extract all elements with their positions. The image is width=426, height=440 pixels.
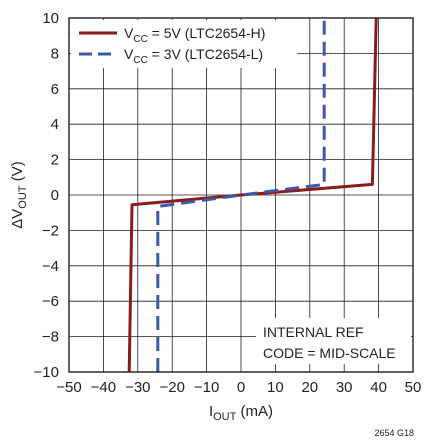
x-tick-label: 50: [405, 379, 422, 396]
x-tick-label: −20: [159, 379, 184, 396]
y-tick-label: 4: [51, 116, 59, 133]
y-tick-label: 0: [51, 187, 59, 204]
figure-id: 2654 G18: [374, 428, 414, 438]
y-axis-title: ΔVOUT (V): [9, 161, 29, 228]
plot-frame: [68, 17, 414, 373]
annotation-line-1: INTERNAL REF: [263, 324, 364, 340]
x-tick-label: 40: [370, 379, 387, 396]
x-tick-label: −30: [125, 379, 150, 396]
y-tick-label: −4: [42, 258, 59, 275]
x-tick-label: −50: [56, 379, 81, 396]
y-tick-label: 10: [42, 10, 59, 27]
legend-background: [71, 20, 297, 68]
legend-label-3v: VCC = 3V (LTC2654-L): [124, 46, 263, 66]
x-axis-title: IOUT (mA): [209, 403, 273, 423]
x-tick-label: 30: [336, 379, 353, 396]
annotation-background: [256, 318, 411, 364]
x-tick-label: 0: [237, 379, 245, 396]
y-tick-label: −8: [42, 329, 59, 346]
x-tick-label: 20: [301, 379, 318, 396]
x-tick-labels: −50 −40 −30 −20 −10 0 10 20 30 40 50: [56, 379, 421, 396]
legend: VCC = 5V (LTC2654-H) VCC = 3V (LTC2654-L…: [71, 20, 297, 68]
x-tick-label: −10: [194, 379, 219, 396]
series-line-5v: [127, 17, 378, 373]
x-tick-label: −40: [91, 379, 116, 396]
y-tick-label: −6: [42, 293, 59, 310]
y-tick-labels: −10 −8 −6 −4 −2 0 2 4 6 8 10: [34, 10, 59, 381]
y-tick-label: 2: [51, 152, 59, 169]
series-layer: [127, 17, 378, 373]
legend-label-5v: VCC = 5V (LTC2654-H): [124, 25, 265, 45]
series-line-3v: [156, 18, 326, 372]
annotation: INTERNAL REF CODE = MID-SCALE: [256, 318, 411, 364]
y-tick-label: −10: [34, 364, 59, 381]
x-tick-label: 10: [267, 379, 284, 396]
y-tick-label: 6: [51, 81, 59, 98]
annotation-line-2: CODE = MID-SCALE: [263, 345, 396, 361]
y-tick-label: 8: [51, 45, 59, 62]
y-tick-label: −2: [42, 222, 59, 239]
